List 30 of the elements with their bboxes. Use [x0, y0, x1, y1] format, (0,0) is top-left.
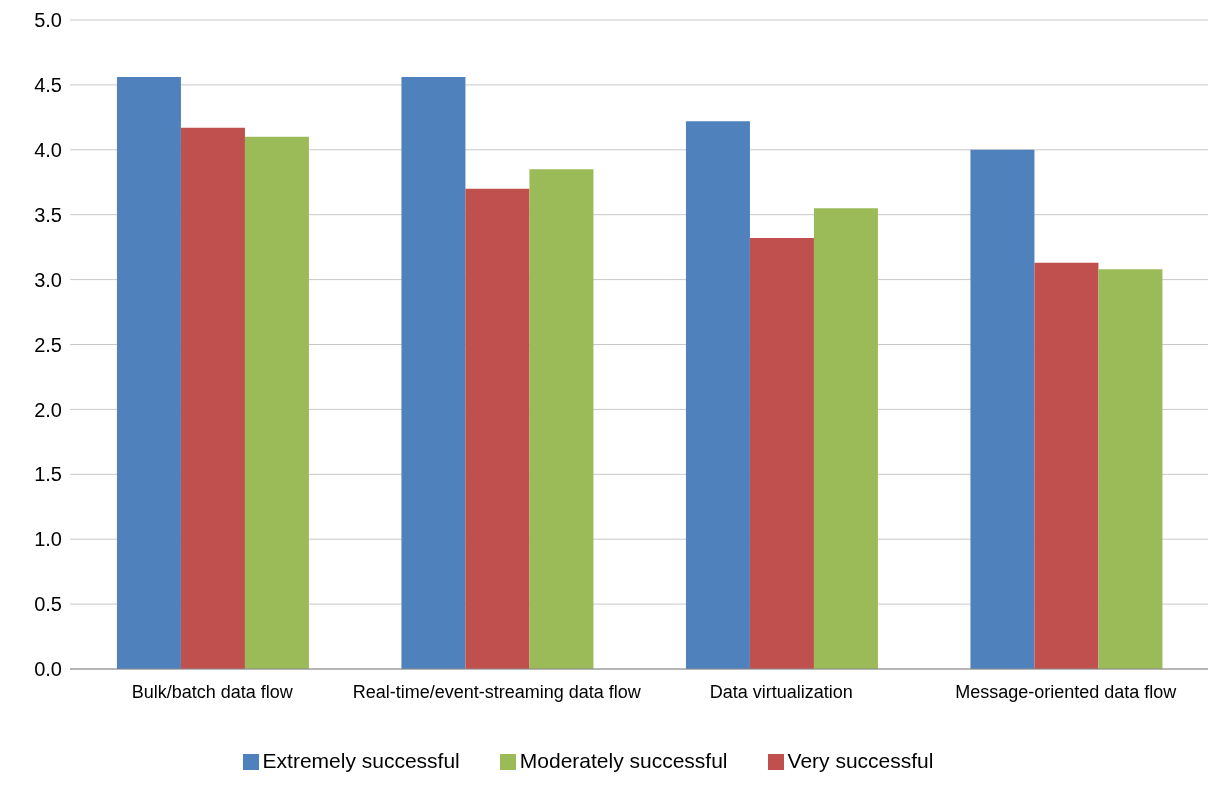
- bar: [401, 77, 466, 669]
- bar: [465, 188, 530, 669]
- y-tick-label: 4.0: [34, 138, 62, 161]
- y-tick-label: 1.5: [34, 463, 62, 486]
- y-tick-label: 2.5: [34, 333, 62, 356]
- y-tick-label: 1.0: [34, 528, 62, 551]
- y-tick-label: 3.0: [34, 268, 62, 291]
- y-tick-label: 5.0: [34, 9, 62, 32]
- x-tick-label: Bulk/batch data flow: [131, 681, 294, 702]
- bar: [749, 238, 814, 669]
- legend-label: Moderately successful: [519, 749, 728, 772]
- bar: [1098, 269, 1163, 669]
- bar: [180, 127, 245, 669]
- bar: [529, 169, 594, 669]
- y-tick-label: 0.0: [34, 658, 62, 681]
- bar: [970, 149, 1035, 669]
- y-tick-label: 3.5: [34, 203, 62, 226]
- y-tick-label: 0.5: [34, 593, 62, 616]
- bar: [1034, 262, 1099, 669]
- x-tick-label: Message-oriented data flow: [955, 681, 1178, 702]
- bar: [244, 136, 309, 669]
- legend-label: Very successful: [787, 749, 934, 772]
- bar: [685, 121, 750, 669]
- legend-label: Extremely successful: [262, 749, 460, 772]
- y-tick-label: 4.5: [34, 74, 62, 96]
- bar: [813, 208, 878, 669]
- y-tick-label: 2.0: [34, 398, 62, 421]
- x-tick-label: Real-time/event-streaming data flow: [352, 681, 642, 702]
- bar: [116, 77, 181, 669]
- x-tick-label: Data virtualization: [709, 681, 853, 702]
